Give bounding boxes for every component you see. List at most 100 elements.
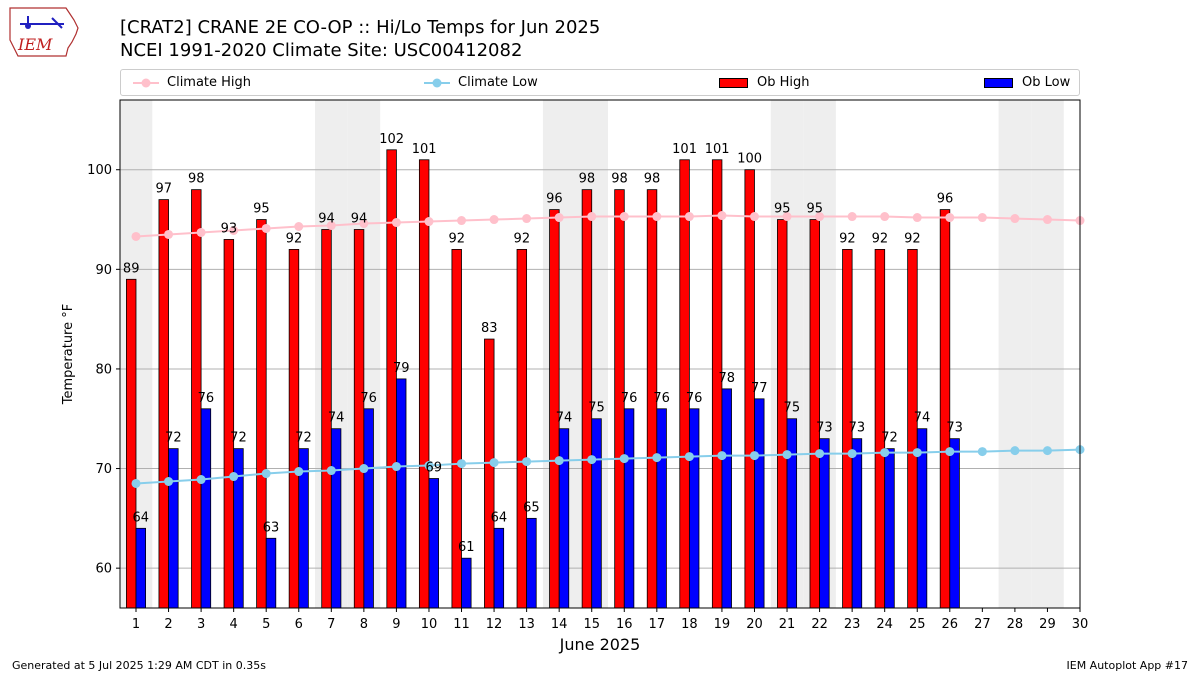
ob-high-bar xyxy=(223,239,235,609)
ob-low-label: 74 xyxy=(328,411,345,426)
ob-low-bar xyxy=(949,438,960,609)
legend-climate-low-label: Climate Low xyxy=(458,75,538,90)
climate-high-point xyxy=(554,213,564,223)
y-tick-label: 90 xyxy=(95,263,112,278)
climate-low-point xyxy=(847,449,857,459)
ob-high-label: 93 xyxy=(221,221,238,236)
ob-high-label: 98 xyxy=(644,172,661,187)
legend: Climate High Climate Low Ob High Ob Low xyxy=(120,69,1080,96)
climate-low-point xyxy=(912,448,922,458)
ob-low-label: 65 xyxy=(523,500,540,515)
ob-low-label: 75 xyxy=(588,401,605,416)
climate-low-point xyxy=(977,447,987,457)
climate-low-point xyxy=(880,448,890,458)
ob-low-bar xyxy=(656,408,667,609)
ob-low-bar xyxy=(396,378,407,609)
ob-high-bar xyxy=(484,338,495,609)
ob-low-label: 72 xyxy=(295,431,312,446)
climate-low-point xyxy=(945,447,955,457)
ob-low-label: 61 xyxy=(458,540,475,555)
logo-text: IEM xyxy=(17,35,53,54)
climate-low-point xyxy=(522,457,532,467)
ob-high-label: 97 xyxy=(155,182,172,197)
climate-high-point xyxy=(880,212,890,222)
climate-low-point xyxy=(1042,446,1052,456)
ob-low-bar xyxy=(786,418,798,609)
ob-low-bar xyxy=(884,448,895,609)
ob-high-label: 98 xyxy=(611,172,628,187)
ob-high-label: 94 xyxy=(318,211,335,226)
legend-ob-low-label: Ob Low xyxy=(1022,75,1071,90)
y-tick-label: 60 xyxy=(95,562,112,577)
climate-low-point xyxy=(164,476,174,486)
climate-high-point xyxy=(912,213,922,223)
ob-high-bar xyxy=(549,209,560,609)
legend-ob-low: Ob Low xyxy=(984,70,1070,95)
climate-high-point xyxy=(652,212,662,222)
climate-low-point xyxy=(587,455,597,465)
climate-high-point xyxy=(294,222,304,232)
climate-low-point xyxy=(782,450,792,460)
x-tick-label: 9 xyxy=(392,617,400,632)
climate-high-line xyxy=(135,214,1081,238)
x-tick-label: 5 xyxy=(262,617,270,632)
climate-low-point xyxy=(391,462,401,472)
legend-climate-high: Climate High xyxy=(133,70,251,95)
ob-low-bar xyxy=(428,478,439,609)
x-tick-label: 1 xyxy=(132,617,140,632)
ob-low-bar xyxy=(493,527,505,609)
climate-high-point xyxy=(261,223,271,233)
ob-low-label: 77 xyxy=(751,381,768,396)
legend-climate-low-marker xyxy=(424,78,450,87)
ob-high-bar xyxy=(679,159,690,609)
x-tick-label: 18 xyxy=(681,617,698,632)
ob-high-bar xyxy=(874,249,886,609)
legend-climate-high-marker xyxy=(133,78,159,87)
climate-low-point xyxy=(684,452,694,462)
ob-high-label: 95 xyxy=(253,202,270,217)
ob-low-bar xyxy=(558,428,570,609)
x-tick-label: 25 xyxy=(909,617,926,632)
climate-high-point xyxy=(717,211,727,221)
climate-low-point xyxy=(196,475,206,485)
ob-high-label: 96 xyxy=(937,192,954,207)
ob-low-bar xyxy=(591,418,602,609)
ob-low-label: 72 xyxy=(230,431,247,446)
ob-low-bar xyxy=(363,408,374,609)
climate-low-point xyxy=(652,453,662,463)
x-tick-label: 15 xyxy=(583,617,600,632)
ob-high-bar xyxy=(158,199,169,609)
x-tick-label: 24 xyxy=(876,617,893,632)
y-tick-label: 70 xyxy=(95,462,112,477)
ob-low-label: 76 xyxy=(360,391,377,406)
x-tick-label: 8 xyxy=(360,617,368,632)
y-tick-label: 80 xyxy=(95,362,112,377)
climate-high-point xyxy=(815,212,825,222)
x-tick-label: 29 xyxy=(1039,617,1056,632)
x-tick-label: 22 xyxy=(811,617,828,632)
x-tick-label: 21 xyxy=(779,617,796,632)
app-label: IEM Autoplot App #17 xyxy=(1066,659,1189,672)
ob-high-label: 101 xyxy=(705,142,730,157)
legend-climate-high-label: Climate High xyxy=(167,75,252,90)
climate-high-point xyxy=(131,231,141,241)
ob-low-bar xyxy=(819,438,830,609)
ob-high-label: 101 xyxy=(672,142,697,157)
climate-high-point xyxy=(326,221,336,231)
ob-high-label: 92 xyxy=(904,231,921,246)
y-tick-label: 100 xyxy=(87,163,112,178)
y-axis-label: Temperature °F xyxy=(61,304,76,405)
ob-low-label: 72 xyxy=(881,431,898,446)
ob-low-bar xyxy=(623,408,635,609)
climate-low-point xyxy=(717,451,727,461)
x-tick-label: 17 xyxy=(649,617,666,632)
ob-high-label: 95 xyxy=(807,202,824,217)
climate-low-point xyxy=(619,454,629,464)
ob-low-bar xyxy=(265,537,277,609)
ob-high-label: 89 xyxy=(123,261,140,276)
ob-high-label: 92 xyxy=(514,231,531,246)
x-axis-label: June 2025 xyxy=(559,635,641,654)
climate-low-point xyxy=(294,467,304,477)
ob-low-bar xyxy=(135,527,147,609)
